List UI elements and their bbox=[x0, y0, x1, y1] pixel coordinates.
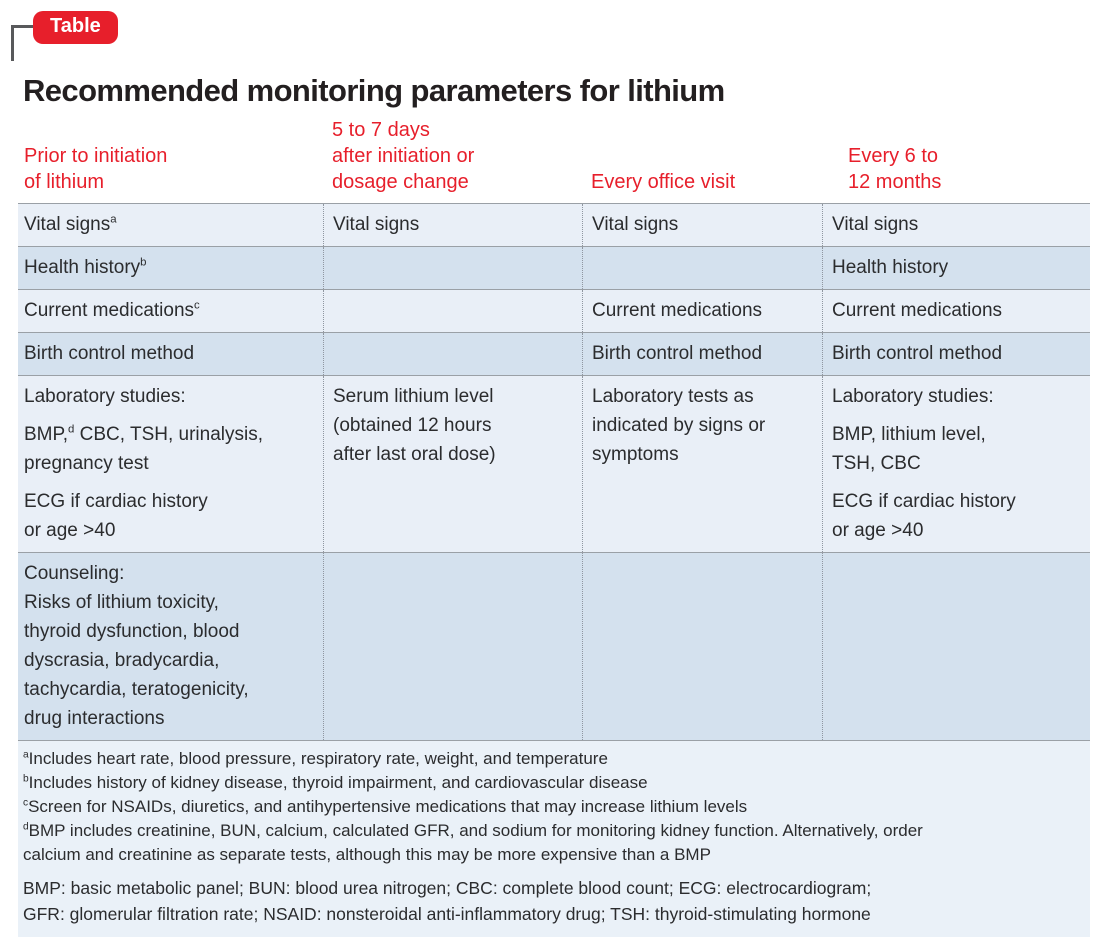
cell-vital-signs-6to12: Vital signs bbox=[822, 204, 1090, 246]
footnote-d: dBMP includes creatinine, BUN, calcium, … bbox=[23, 819, 1076, 867]
table-row-current-medications: Current medicationsc Current medications… bbox=[18, 289, 1090, 332]
footnote-letter: b bbox=[23, 773, 29, 785]
laboratory-studies-tests: BMP,d CBC, TSH, urinalysis, pregnancy te… bbox=[24, 420, 315, 478]
footnote-marker-a: a bbox=[110, 213, 117, 226]
footnote-marker-b: b bbox=[140, 256, 147, 269]
cell-birth-control-prior: Birth control method bbox=[24, 343, 195, 364]
footnote-text: BMP includes creatinine, BUN, calcium, c… bbox=[23, 821, 923, 864]
cell-vital-signs-5to7: Vital signs bbox=[323, 204, 582, 246]
cell-counseling-5to7 bbox=[323, 553, 582, 740]
cell-vital-signs-office-visit: Vital signs bbox=[582, 204, 822, 246]
cell-text: BMP, bbox=[24, 424, 69, 445]
corner-bracket-decoration bbox=[11, 25, 44, 61]
cell-birth-control-5to7 bbox=[323, 333, 582, 375]
cell-current-medications-5to7 bbox=[323, 290, 582, 332]
cell-health-history-office-visit bbox=[582, 247, 822, 289]
cell-laboratory-5to7: Serum lithium level (obtained 12 hours a… bbox=[323, 376, 582, 552]
table-row-health-history: Health historyb Health history bbox=[18, 246, 1090, 289]
cell-laboratory-office-visit: Laboratory tests as indicated by signs o… bbox=[582, 376, 822, 552]
laboratory-ecg-note: ECG if cardiac history or age >40 bbox=[24, 491, 208, 541]
table-badge: Table bbox=[33, 11, 118, 44]
footnote-marker-d: d bbox=[68, 423, 75, 436]
monitoring-table: Prior to initiation of lithium 5 to 7 da… bbox=[18, 113, 1090, 937]
column-header-every-6-to-12-months: Every 6 to 12 months bbox=[848, 145, 942, 193]
cell-text: Vital signs bbox=[24, 214, 111, 235]
footnote-b: bIncludes history of kidney disease, thy… bbox=[23, 771, 1076, 795]
laboratory-studies-heading: Laboratory studies: bbox=[24, 386, 186, 407]
table-row-birth-control: Birth control method Birth control metho… bbox=[18, 332, 1090, 375]
footnote-marker-c: c bbox=[194, 299, 200, 312]
table-row-counseling: Counseling: Risks of lithium toxicity, t… bbox=[18, 552, 1090, 740]
cell-current-medications-6to12: Current medications bbox=[822, 290, 1090, 332]
footnote-letter: c bbox=[23, 797, 29, 809]
cell-counseling-6to12 bbox=[822, 553, 1090, 740]
cell-birth-control-6to12: Birth control method bbox=[822, 333, 1090, 375]
laboratory-studies-heading: Laboratory studies: bbox=[832, 386, 994, 407]
cell-text: CBC, TSH, urinalysis, pregnancy test bbox=[24, 424, 263, 474]
footnote-letter: a bbox=[23, 749, 29, 761]
column-header-every-office-visit: Every office visit bbox=[591, 171, 736, 193]
page-title: Recommended monitoring parameters for li… bbox=[23, 72, 725, 108]
footnote-a: aIncludes heart rate, blood pressure, re… bbox=[23, 747, 1076, 771]
footnote-text: Screen for NSAIDs, diuretics, and antihy… bbox=[28, 797, 748, 816]
cell-counseling-prior: Counseling: Risks of lithium toxicity, t… bbox=[24, 563, 249, 729]
cell-current-medications-prior: Current medicationsc bbox=[18, 290, 323, 332]
table-header-row: Prior to initiation of lithium 5 to 7 da… bbox=[18, 113, 1090, 203]
column-header-prior-to-initiation: Prior to initiation of lithium bbox=[24, 145, 168, 193]
cell-current-medications-office-visit: Current medications bbox=[582, 290, 822, 332]
footnote-letter: d bbox=[23, 821, 29, 833]
footnote-text: Includes history of kidney disease, thyr… bbox=[28, 773, 648, 792]
cell-laboratory-prior: Laboratory studies: BMP,d CBC, TSH, urin… bbox=[18, 376, 323, 552]
cell-health-history-5to7 bbox=[323, 247, 582, 289]
laboratory-ecg-note: ECG if cardiac history or age >40 bbox=[832, 491, 1016, 541]
cell-health-history-6to12: Health history bbox=[822, 247, 1090, 289]
cell-health-history-prior: Health historyb bbox=[18, 247, 323, 289]
cell-counseling-office-visit bbox=[582, 553, 822, 740]
cell-laboratory-6to12: Laboratory studies: BMP, lithium level, … bbox=[822, 376, 1090, 552]
table-row-laboratory: Laboratory studies: BMP,d CBC, TSH, urin… bbox=[18, 375, 1090, 552]
footnote-c: cScreen for NSAIDs, diuretics, and antih… bbox=[23, 795, 1076, 819]
cell-vital-signs-prior: Vital signsa bbox=[18, 204, 323, 246]
cell-birth-control-office-visit: Birth control method bbox=[582, 333, 822, 375]
footnote-text: Includes heart rate, blood pressure, res… bbox=[28, 749, 608, 768]
abbreviations-key: BMP: basic metabolic panel; BUN: blood u… bbox=[23, 878, 872, 924]
laboratory-studies-tests: BMP, lithium level, TSH, CBC bbox=[832, 424, 986, 474]
table-row-vital-signs: Vital signsa Vital signs Vital signs Vit… bbox=[18, 203, 1090, 246]
table-footnotes: aIncludes heart rate, blood pressure, re… bbox=[18, 740, 1090, 937]
column-header-5-to-7-days: 5 to 7 days after initiation or dosage c… bbox=[332, 119, 475, 193]
cell-text: Current medications bbox=[24, 300, 195, 321]
cell-text: Health history bbox=[24, 257, 141, 278]
